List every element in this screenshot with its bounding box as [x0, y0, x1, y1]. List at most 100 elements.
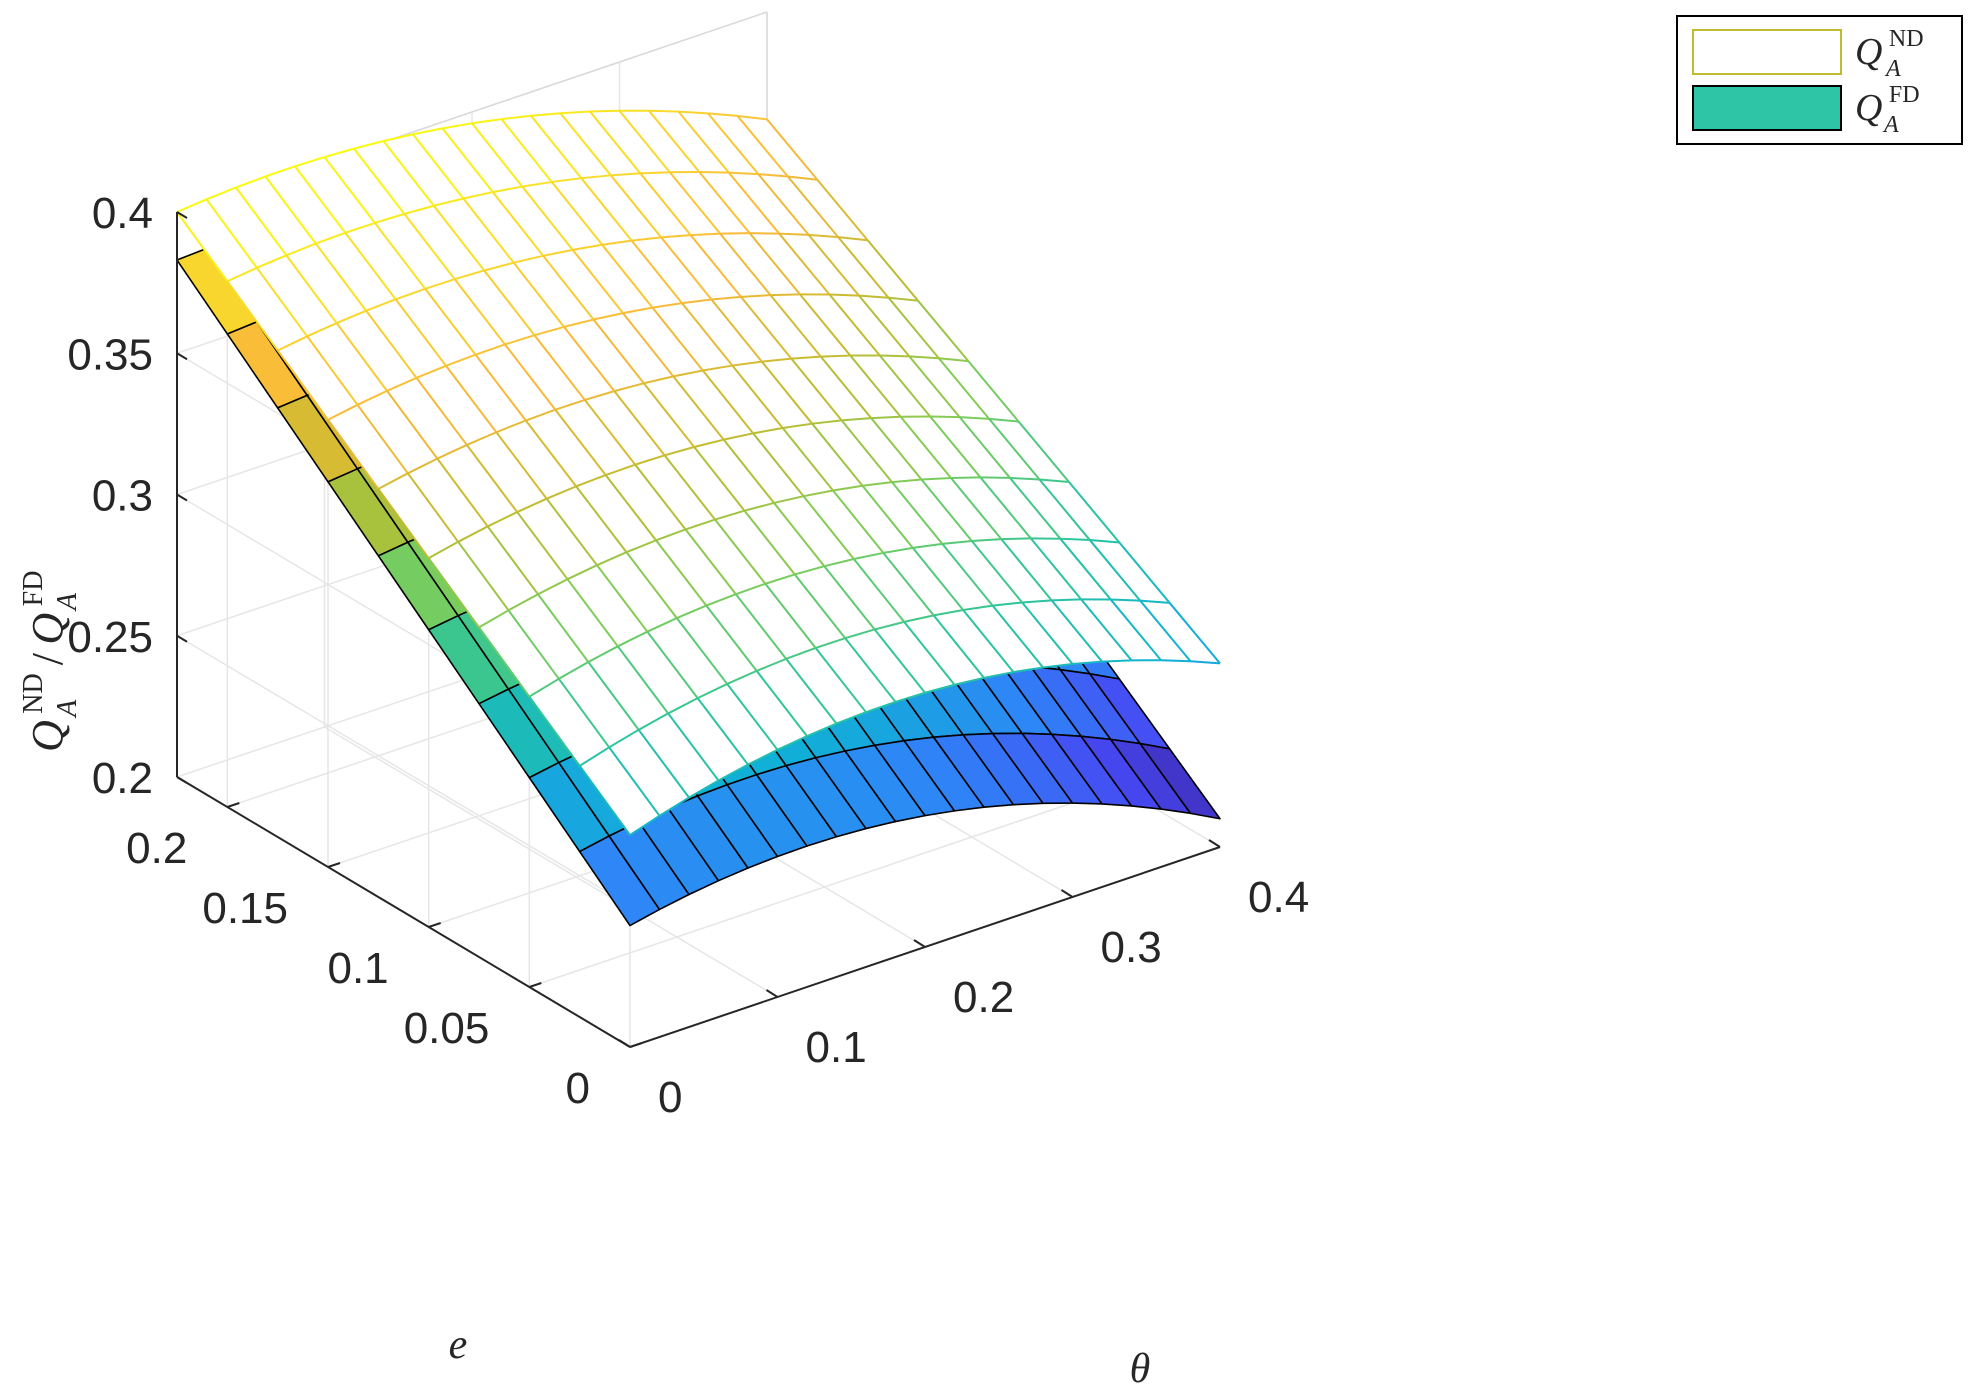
surface-nd-mesh-line: [1000, 538, 1053, 601]
surface-nd-mesh-line: [903, 621, 956, 686]
surface-nd-face: [815, 638, 896, 713]
surface-nd-mesh-line: [735, 593, 787, 660]
surface-nd-mesh-line: [748, 232, 801, 295]
surface-nd-face: [904, 615, 984, 685]
surface-nd-mesh-line: [702, 364, 733, 372]
surface-nd-mesh-line: [1190, 660, 1221, 665]
surface-nd-mesh-line: [610, 172, 641, 177]
surface-nd-face: [560, 111, 641, 176]
surface-nd-mesh-line: [566, 578, 619, 647]
surface-nd-face: [820, 355, 901, 419]
surface-nd-mesh-line: [629, 814, 661, 836]
z-tick-label: 0.35: [67, 330, 153, 379]
surface-nd-mesh-line: [457, 541, 510, 611]
surface-nd-mesh-line: [567, 564, 598, 581]
surface-nd-face: [862, 482, 943, 548]
surface-nd-mesh-line: [357, 389, 388, 406]
surface-nd-face: [682, 299, 762, 366]
z-label-sup2: FD: [18, 571, 49, 607]
surface-nd-mesh-line: [924, 683, 955, 694]
surface-nd-face: [720, 233, 800, 296]
surface-nd-face: [366, 299, 446, 378]
surface-nd-mesh-line: [658, 796, 690, 817]
surface-nd-mesh-line: [501, 114, 532, 121]
surface-nd-mesh-line: [963, 604, 993, 611]
surface-nd-face: [458, 526, 538, 611]
surface-nd-mesh-line: [1160, 659, 1191, 663]
surface-nd-mesh-line: [581, 174, 611, 180]
surface-nd-face: [959, 417, 1040, 480]
surface-nd-mesh-line: [887, 297, 940, 359]
surface-nd-mesh-line: [525, 419, 577, 487]
surface-nd-face: [833, 485, 913, 553]
surface-nd-mesh-line: [697, 683, 728, 700]
surface-nd-face: [879, 355, 960, 418]
surface-nd-mesh-line: [462, 197, 515, 264]
surface-nd-mesh-line: [858, 294, 889, 299]
surface-nd-face: [694, 439, 774, 511]
surface-nd-mesh-line: [773, 495, 804, 504]
surface-nd-face: [378, 473, 459, 559]
surface-nd-mesh-line: [634, 464, 687, 531]
surface-nd-face: [295, 157, 375, 233]
surface-nd-mesh-line: [256, 254, 287, 269]
surface-nd-mesh-line: [752, 432, 805, 497]
surface-nd-mesh-line: [630, 240, 683, 304]
surface-nd-mesh-line: [769, 294, 822, 358]
surface-nd-mesh-line: [663, 454, 716, 521]
surface-nd-mesh-line: [206, 186, 237, 201]
surface-nd-mesh-line: [770, 293, 801, 297]
surface-nd-mesh-line: [486, 525, 539, 595]
surface-nd-mesh-line: [678, 110, 709, 115]
z-label-q1: Q: [23, 720, 72, 752]
surface-nd-mesh-line: [979, 476, 1032, 540]
surface-nd-mesh-line: [365, 310, 418, 379]
surface-nd-mesh-line: [681, 302, 734, 367]
surface-nd-mesh-line: [495, 419, 527, 434]
e-tick: [428, 922, 441, 928]
surface-nd-mesh-line: [743, 510, 796, 576]
surface-nd-mesh-line: [672, 375, 725, 441]
surface-nd-mesh-line: [545, 498, 598, 566]
surface-nd-face: [727, 670, 807, 750]
surface-nd-face: [938, 358, 1019, 422]
z-tick: [176, 776, 188, 784]
surface-nd-mesh-line: [777, 735, 808, 751]
z-label-sub2: A: [52, 592, 83, 612]
surface-nd-mesh-line: [967, 360, 1020, 423]
surface-nd-face: [900, 416, 981, 478]
surface-nd-face: [770, 294, 851, 357]
surface-nd-mesh-line: [572, 243, 603, 251]
surface-nd-mesh-line: [613, 390, 666, 456]
e-axis-tick-labels: 0 0.05 0.1 0.15 0.2: [126, 824, 590, 1113]
surface-nd-face: [989, 418, 1069, 483]
surface-nd-mesh-line: [176, 211, 229, 282]
surface-nd-mesh-line: [558, 661, 589, 680]
surface-nd-mesh-line: [702, 369, 754, 434]
surface-nd-mesh-line: [988, 418, 1041, 481]
surface-nd-mesh-line: [1068, 481, 1121, 544]
surface-nd-mesh-line: [785, 658, 838, 725]
surface-nd-mesh-line: [415, 377, 468, 446]
surface-nd-mesh-line: [711, 295, 742, 301]
surface-nd-mesh-line: [803, 489, 834, 498]
surface-nd-mesh-line: [912, 542, 943, 549]
surface-nd-mesh-line: [866, 239, 919, 302]
surface-nd-mesh-line: [345, 221, 376, 234]
surface-nd-mesh-line: [604, 474, 657, 541]
surface-nd-face: [723, 433, 804, 503]
surface-nd-mesh-line: [1021, 601, 1074, 665]
surface-nd-face: [930, 416, 1010, 478]
surface-nd-mesh-line: [1022, 599, 1052, 604]
surface-nd-mesh-line: [891, 478, 922, 484]
surface-nd-mesh-line: [596, 564, 649, 633]
z-tick: [176, 493, 188, 502]
surface-nd-face: [602, 240, 682, 308]
surface-nd-face: [1001, 538, 1082, 601]
surface-nd-mesh-line: [1080, 598, 1133, 661]
surface-nd-face: [593, 313, 674, 384]
surface-nd-mesh-line: [558, 678, 610, 748]
surface-nd-face: [649, 110, 729, 173]
surface-nd-mesh-line: [791, 355, 821, 360]
legend-swatch-fd: [1692, 85, 1842, 131]
